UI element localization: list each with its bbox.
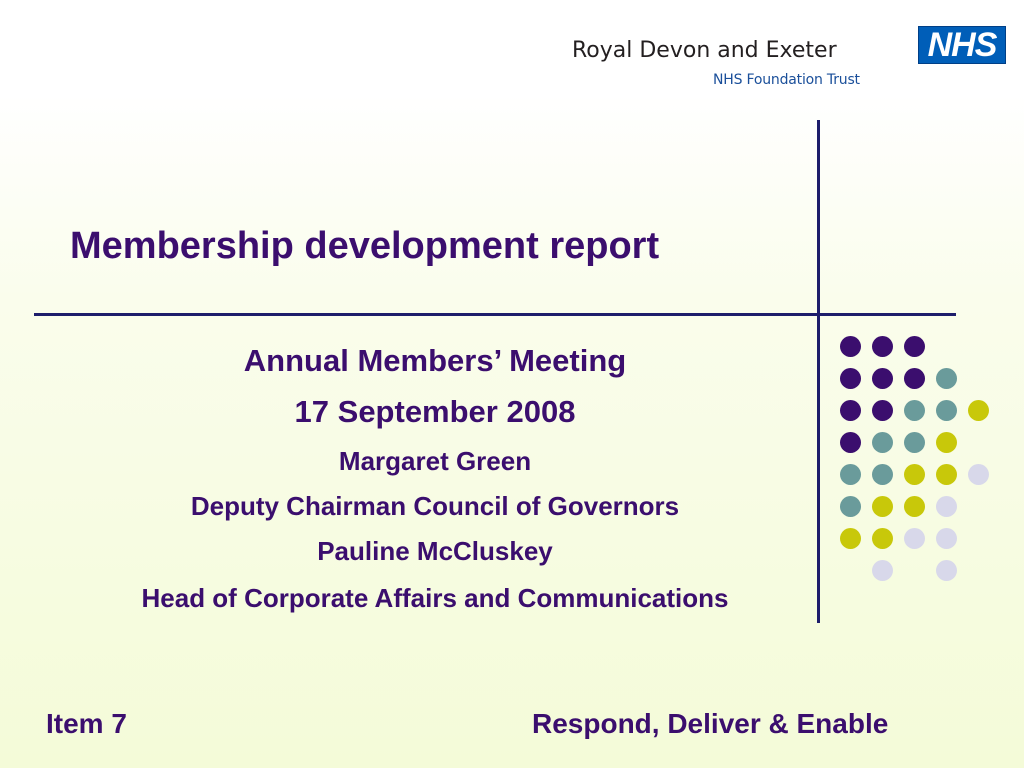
decor-dot bbox=[904, 528, 925, 549]
decor-dot bbox=[904, 496, 925, 517]
decor-dot bbox=[840, 496, 861, 517]
org-name-logo-text: Royal Devon and Exeter bbox=[572, 38, 837, 63]
decor-dot bbox=[872, 400, 893, 421]
decor-dot bbox=[968, 464, 989, 485]
decor-dot bbox=[840, 400, 861, 421]
decor-dot bbox=[904, 400, 925, 421]
presenter-1-name: Margaret Green bbox=[338, 446, 532, 476]
decor-dot bbox=[840, 464, 861, 485]
decor-dot bbox=[904, 464, 925, 485]
decor-dot bbox=[872, 432, 893, 453]
decor-dot bbox=[872, 336, 893, 357]
decor-dot bbox=[936, 464, 957, 485]
decor-dot bbox=[840, 528, 861, 549]
decor-dot bbox=[872, 368, 893, 389]
footer-tagline: Respond, Deliver & Enable bbox=[532, 708, 889, 739]
decor-dot bbox=[840, 368, 861, 389]
decor-dot bbox=[904, 368, 925, 389]
decor-dot bbox=[872, 496, 893, 517]
nhs-logo: NHS bbox=[918, 26, 1006, 64]
decor-dot bbox=[872, 560, 893, 581]
decor-dot bbox=[904, 432, 925, 453]
decor-dot bbox=[904, 336, 925, 357]
decor-dot bbox=[840, 336, 861, 357]
decor-dot bbox=[872, 464, 893, 485]
decor-dot bbox=[936, 496, 957, 517]
slide-title: Membership development report bbox=[70, 225, 660, 267]
presenter-1-role: Deputy Chairman Council of Governors bbox=[190, 491, 680, 521]
meeting-name: Annual Members’ Meeting bbox=[243, 343, 627, 378]
decor-dot bbox=[936, 368, 957, 389]
decor-dot bbox=[936, 400, 957, 421]
decor-dot bbox=[872, 528, 893, 549]
decor-dot bbox=[936, 560, 957, 581]
presenter-2-role: Head of Corporate Affairs and Communicat… bbox=[141, 583, 729, 613]
org-subtitle-logo-text: NHS Foundation Trust bbox=[713, 72, 860, 88]
decor-dot bbox=[968, 400, 989, 421]
vertical-divider bbox=[817, 120, 820, 623]
horizontal-divider bbox=[34, 313, 956, 316]
decor-dot bbox=[936, 528, 957, 549]
meeting-date: 17 September 2008 bbox=[294, 394, 576, 429]
decor-dot bbox=[936, 432, 957, 453]
decor-dot bbox=[840, 432, 861, 453]
footer-item-number: Item 7 bbox=[46, 708, 127, 739]
presenter-2-name: Pauline McCluskey bbox=[317, 536, 553, 566]
